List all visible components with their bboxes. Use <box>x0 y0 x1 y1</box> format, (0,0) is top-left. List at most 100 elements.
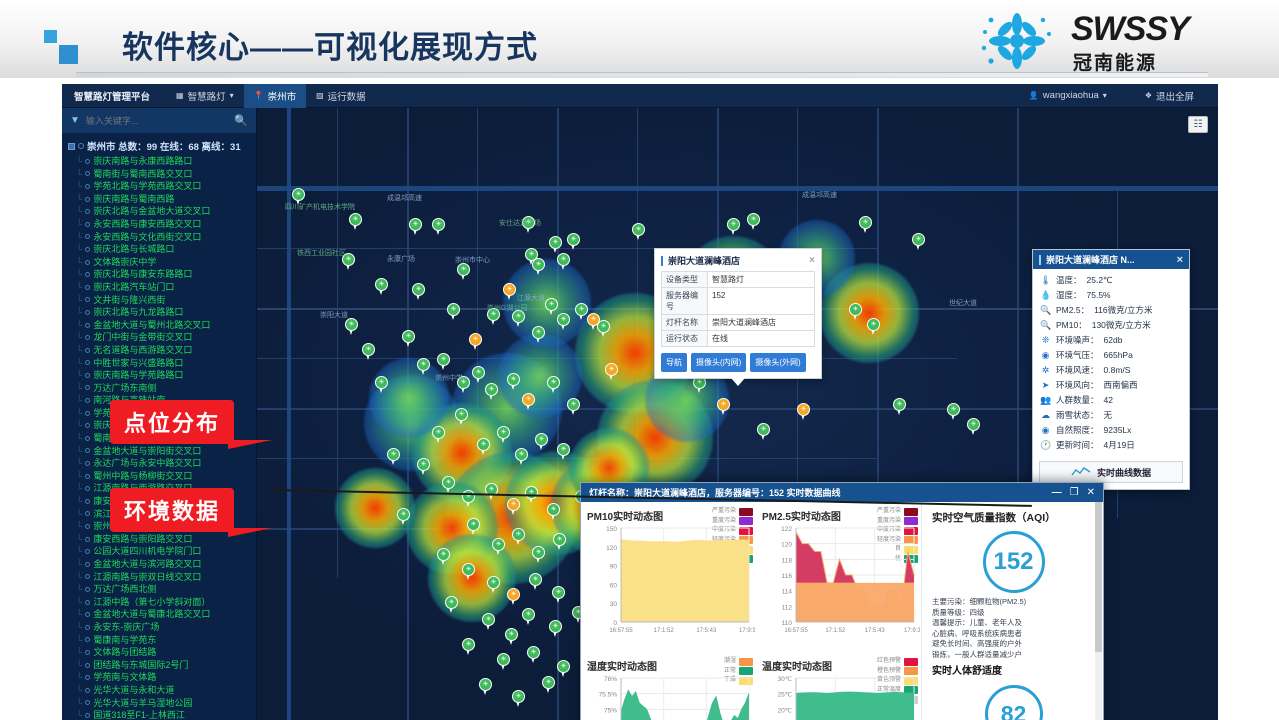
map-pin[interactable]: ☀ <box>549 236 562 254</box>
map-pin[interactable]: ☀ <box>532 326 545 344</box>
map-pin[interactable]: ☀ <box>457 263 470 281</box>
map-pin[interactable]: ☀ <box>507 588 520 606</box>
map-pin[interactable]: ☀ <box>512 528 525 546</box>
map-pin[interactable]: ☀ <box>467 518 480 536</box>
map-pin[interactable]: ☀ <box>362 343 375 361</box>
sidebar-item-1[interactable]: └ 蜀南街与蜀南西路交叉口 <box>66 168 256 181</box>
minimize-button[interactable]: — <box>1051 487 1062 498</box>
sidebar-item-6[interactable]: └ 永安西路与文化西街交叉口 <box>66 231 256 244</box>
nav-item-city[interactable]: 📍 崇州市 <box>243 84 307 108</box>
user-menu[interactable]: 👤 wangxiaohua ▾ <box>1019 84 1117 108</box>
map-pin[interactable]: ☀ <box>522 216 535 234</box>
map-pin[interactable]: ☀ <box>387 448 400 466</box>
map-pin[interactable]: ☀ <box>402 330 415 348</box>
sidebar-item-14[interactable]: └ 龙门中街与金带街交叉口 <box>66 331 256 344</box>
search-icon[interactable]: 🔍 <box>234 115 248 127</box>
map-pin[interactable]: ☀ <box>492 538 505 556</box>
sidebar-item-37[interactable]: └ 永安东-崇庆广场 <box>66 621 256 634</box>
sidebar-item-23[interactable]: └ 金盆地大道与崇阳街交叉口 <box>66 445 256 458</box>
map-layers-button[interactable]: ☷ <box>1188 116 1208 133</box>
map-pin[interactable]: ☀ <box>515 448 528 466</box>
map-pin[interactable]: ☀ <box>557 443 570 461</box>
sidebar-item-30[interactable]: └ 康安西路与崇阳路交叉口 <box>66 533 256 546</box>
map-pin[interactable]: ☀ <box>597 320 610 338</box>
map-pin[interactable]: ☀ <box>447 303 460 321</box>
map-pin[interactable]: ☀ <box>527 646 540 664</box>
sidebar-item-35[interactable]: └ 江源中路（第七小学斜对面） <box>66 596 256 609</box>
map-pin[interactable]: ☀ <box>542 676 555 694</box>
map-pin[interactable]: ☀ <box>482 613 495 631</box>
close-icon[interactable]: × <box>809 255 815 266</box>
map-pin[interactable]: ☀ <box>457 376 470 394</box>
sidebar-item-2[interactable]: └ 学苑北路与学苑西路交叉口 <box>66 180 256 193</box>
map-pin[interactable]: ☀ <box>497 426 510 444</box>
map-pin[interactable]: ☀ <box>472 366 485 384</box>
filter-icon[interactable]: ▼ <box>70 115 80 126</box>
sidebar-item-34[interactable]: └ 万达广场西北侧 <box>66 583 256 596</box>
map-pin[interactable]: ☀ <box>967 418 980 436</box>
map-pin[interactable]: ☀ <box>757 423 770 441</box>
camera-external-button[interactable]: 摄像头(外网) <box>750 353 806 372</box>
tree-root-node[interactable]: 崇州市 总数：99 在线：68 离线：31 <box>66 138 256 155</box>
sidebar-item-15[interactable]: └ 无名道路与西游路交叉口 <box>66 344 256 357</box>
map-pin[interactable]: ☀ <box>342 253 355 271</box>
exit-fullscreen-button[interactable]: ❖ 退出全屏 <box>1135 84 1204 108</box>
sidebar-item-25[interactable]: └ 蜀州中路与杨柳街交叉口 <box>66 470 256 483</box>
map-pin[interactable]: ☀ <box>947 403 960 421</box>
map-pin[interactable]: ☀ <box>507 498 520 516</box>
map-pin[interactable]: ☀ <box>717 398 730 416</box>
map-pin[interactable]: ☀ <box>455 408 468 426</box>
map-pin[interactable]: ☀ <box>849 303 862 321</box>
map-pin[interactable]: ☀ <box>545 298 558 316</box>
map-pin[interactable]: ☀ <box>567 233 580 251</box>
navigate-button[interactable]: 导航 <box>661 353 687 372</box>
map-pin[interactable]: ☀ <box>417 358 430 376</box>
map-pin[interactable]: ☀ <box>552 586 565 604</box>
sidebar-item-3[interactable]: └ 崇庆南路与蜀南西路 <box>66 193 256 206</box>
map-pin[interactable]: ☀ <box>505 628 518 646</box>
map-pin[interactable]: ☀ <box>512 690 525 708</box>
map-pin[interactable]: ☀ <box>432 426 445 444</box>
sidebar-item-10[interactable]: └ 崇庆北路汽车站门口 <box>66 281 256 294</box>
map-pin[interactable]: ☀ <box>479 678 492 696</box>
sidebar-search-row[interactable]: ▼ 🔍 <box>62 108 256 134</box>
map-pin[interactable]: ☀ <box>522 608 535 626</box>
map-pin[interactable]: ☀ <box>867 318 880 336</box>
close-button[interactable]: ✕ <box>1086 487 1095 498</box>
map-pin[interactable]: ☀ <box>912 233 925 251</box>
sidebar-item-38[interactable]: └ 蜀康南与学苑东 <box>66 634 256 647</box>
map-pin[interactable]: ☀ <box>587 313 600 331</box>
search-input[interactable] <box>85 115 229 126</box>
map-pin[interactable]: ☀ <box>553 533 566 551</box>
sidebar-item-8[interactable]: └ 文体路崇庆中学 <box>66 256 256 269</box>
map-pin[interactable]: ☀ <box>437 353 450 371</box>
map-pin[interactable]: ☀ <box>893 398 906 416</box>
map-pin[interactable]: ☀ <box>557 660 570 678</box>
map-pin[interactable]: ☀ <box>349 213 362 231</box>
map-pin[interactable]: ☀ <box>397 508 410 526</box>
map-pin[interactable]: ☀ <box>529 573 542 591</box>
map-pin[interactable]: ☀ <box>507 373 520 391</box>
chart-window-scrollbar[interactable] <box>1095 502 1102 720</box>
map-pin[interactable]: ☀ <box>412 283 425 301</box>
map-pin[interactable]: ☀ <box>557 313 570 331</box>
map-pin[interactable]: ☀ <box>547 503 560 521</box>
map-pin[interactable]: ☀ <box>432 218 445 236</box>
map-pin[interactable]: ☀ <box>462 638 475 656</box>
sidebar-item-31[interactable]: └ 公园大道四川机电学院门口 <box>66 545 256 558</box>
sidebar-item-42[interactable]: └ 光华大道与永和大道 <box>66 684 256 697</box>
sidebar-item-7[interactable]: └ 崇庆北路与长城路口 <box>66 243 256 256</box>
realtime-curve-button[interactable]: 实时曲线数据 <box>1039 461 1183 483</box>
sidebar-item-39[interactable]: └ 文体路与团结路 <box>66 646 256 659</box>
map-pin[interactable]: ☀ <box>632 223 645 241</box>
map-pin[interactable]: ☀ <box>547 376 560 394</box>
map-pin[interactable]: ☀ <box>437 548 450 566</box>
camera-internal-button[interactable]: 摄像头(内网) <box>691 353 747 372</box>
sidebar-item-11[interactable]: └ 文井街与隆兴西街 <box>66 294 256 307</box>
map-pin[interactable]: ☀ <box>549 620 562 638</box>
map-pin[interactable]: ☀ <box>469 333 482 351</box>
sidebar-item-32[interactable]: └ 金盆地大道与滨河路交叉口 <box>66 558 256 571</box>
sidebar-item-12[interactable]: └ 崇庆北路与九龙路路口 <box>66 306 256 319</box>
sidebar-item-33[interactable]: └ 江源南路与崇双日线交叉口 <box>66 571 256 584</box>
map-pin[interactable]: ☀ <box>727 218 740 236</box>
